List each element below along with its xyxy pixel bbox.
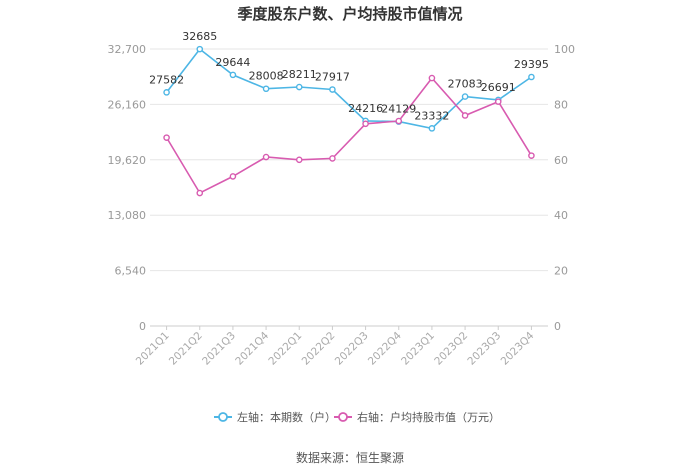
right-tick-label: 0 — [554, 320, 561, 333]
x-axis: 2021Q12021Q22021Q32021Q42022Q12022Q22022… — [134, 326, 537, 368]
right-axis: 0 20 40 60 80 100 — [554, 43, 575, 333]
series-point-1 — [329, 155, 336, 162]
chart-title: 季度股东户数、户均持股市值情况 — [237, 5, 462, 23]
legend-label-1: 右轴：户均持股市值（万元） — [357, 410, 500, 424]
x-tick-label: 2023Q4 — [499, 329, 537, 367]
right-tick-label: 80 — [554, 98, 568, 111]
series-line-1 — [165, 76, 533, 195]
left-axis: 0 6,540 13,080 19,620 26,160 32,700 — [108, 43, 147, 333]
series-point-0 — [329, 86, 336, 93]
right-tick-label: 100 — [554, 43, 575, 56]
left-tick-label: 13,080 — [108, 209, 147, 222]
data-label: 27582 — [149, 73, 184, 86]
series-point-1 — [494, 98, 502, 105]
series-line-0 — [165, 47, 532, 130]
data-label: 26691 — [481, 81, 516, 94]
x-tick-label: 2021Q3 — [200, 330, 238, 368]
left-tick-label: 6,540 — [115, 265, 147, 278]
series-point-1 — [461, 112, 469, 119]
data-label: 27917 — [315, 71, 350, 84]
x-tick-label: 2023Q3 — [465, 330, 503, 368]
source-note: 数据来源：恒生聚源 — [296, 450, 404, 465]
x-tick-label: 2021Q4 — [233, 329, 271, 367]
data-label: 27083 — [448, 78, 483, 91]
data-label: 28211 — [282, 68, 317, 81]
legend-swatch-marker-0 — [218, 412, 228, 422]
series-point-1 — [428, 74, 436, 82]
series-point-1 — [163, 134, 170, 141]
legend[interactable]: 左轴：本期数（户） 右轴：户均持股市值（万元） — [214, 410, 500, 424]
data-label: 29395 — [514, 58, 549, 71]
x-tick-label: 2021Q1 — [134, 330, 172, 368]
left-tick-label: 26,160 — [108, 98, 147, 111]
x-tick-label: 2022Q3 — [333, 330, 371, 368]
right-tick-label: 60 — [554, 154, 568, 167]
data-label: 24129 — [381, 103, 416, 116]
x-tick-label: 2023Q1 — [399, 330, 437, 368]
series-point-1 — [362, 120, 369, 128]
left-tick-label: 0 — [139, 320, 146, 333]
series-points — [163, 45, 535, 197]
x-tick-label: 2022Q1 — [266, 330, 304, 368]
series-point-0 — [528, 73, 535, 81]
x-tick-label: 2022Q4 — [366, 329, 404, 367]
x-tick-label: 2022Q2 — [300, 330, 338, 368]
data-label: 28008 — [249, 70, 284, 83]
series-point-1 — [295, 156, 303, 164]
x-tick-label: 2021Q2 — [167, 330, 205, 368]
data-label: 32685 — [182, 30, 217, 43]
right-tick-label: 40 — [554, 209, 568, 222]
legend-label-0: 左轴：本期数（户） — [237, 410, 336, 424]
left-tick-label: 32,700 — [108, 43, 147, 56]
series-point-1 — [196, 189, 204, 197]
series-point-0 — [461, 93, 469, 100]
right-tick-label: 20 — [554, 265, 568, 278]
series-lines — [165, 47, 533, 195]
series-point-0 — [196, 45, 204, 53]
left-tick-label: 19,620 — [108, 154, 147, 167]
series-point-1 — [528, 152, 535, 159]
data-label: 23332 — [414, 109, 449, 122]
series-point-0 — [163, 89, 170, 96]
legend-swatch-marker-1 — [338, 412, 348, 422]
series-point-0 — [262, 85, 270, 93]
series-point-1 — [262, 153, 270, 161]
series-point-1 — [229, 173, 237, 180]
series-point-0 — [229, 71, 237, 79]
series-point-0 — [295, 83, 303, 91]
series-point-1 — [395, 117, 403, 125]
x-tick-label: 2023Q2 — [432, 330, 470, 368]
data-label: 24216 — [348, 102, 383, 115]
series-point-0 — [428, 125, 436, 132]
data-label: 29644 — [215, 56, 250, 69]
